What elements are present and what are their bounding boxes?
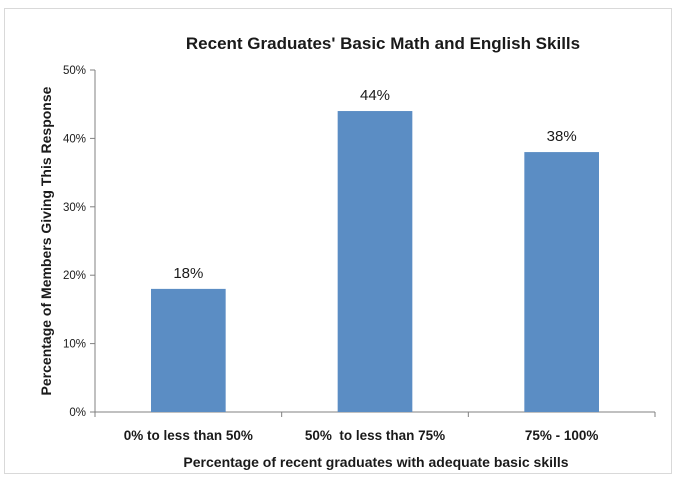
y-tick-label: 20% <box>63 270 86 282</box>
y-axis-title: Percentage of Members Giving This Respon… <box>38 86 54 395</box>
x-axis-title: Percentage of recent graduates with adeq… <box>183 454 568 470</box>
data-label: 18% <box>173 265 203 282</box>
x-tick-label: 50% to less than 75% <box>305 428 445 443</box>
y-tick-label: 0% <box>69 407 86 419</box>
x-tick-label: 75% - 100% <box>525 428 599 443</box>
y-tick-label: 10% <box>63 339 86 351</box>
y-tick-label: 30% <box>63 202 86 214</box>
data-label: 38% <box>547 128 577 145</box>
y-tick-label: 40% <box>63 133 86 145</box>
data-label: 44% <box>360 87 390 104</box>
bars: 18% 44% 38% <box>151 87 599 412</box>
bar <box>337 111 413 412</box>
x-tick-label: 0% to less than 50% <box>124 428 253 443</box>
chart-title: Recent Graduates' Basic Math and English… <box>186 34 580 53</box>
axes: 0% 10% 20% 30% 40% 50% 0% to less than 50% 50% … <box>63 65 656 443</box>
y-tick-label: 50% <box>63 65 86 77</box>
bar <box>524 152 599 412</box>
bar <box>151 288 226 412</box>
